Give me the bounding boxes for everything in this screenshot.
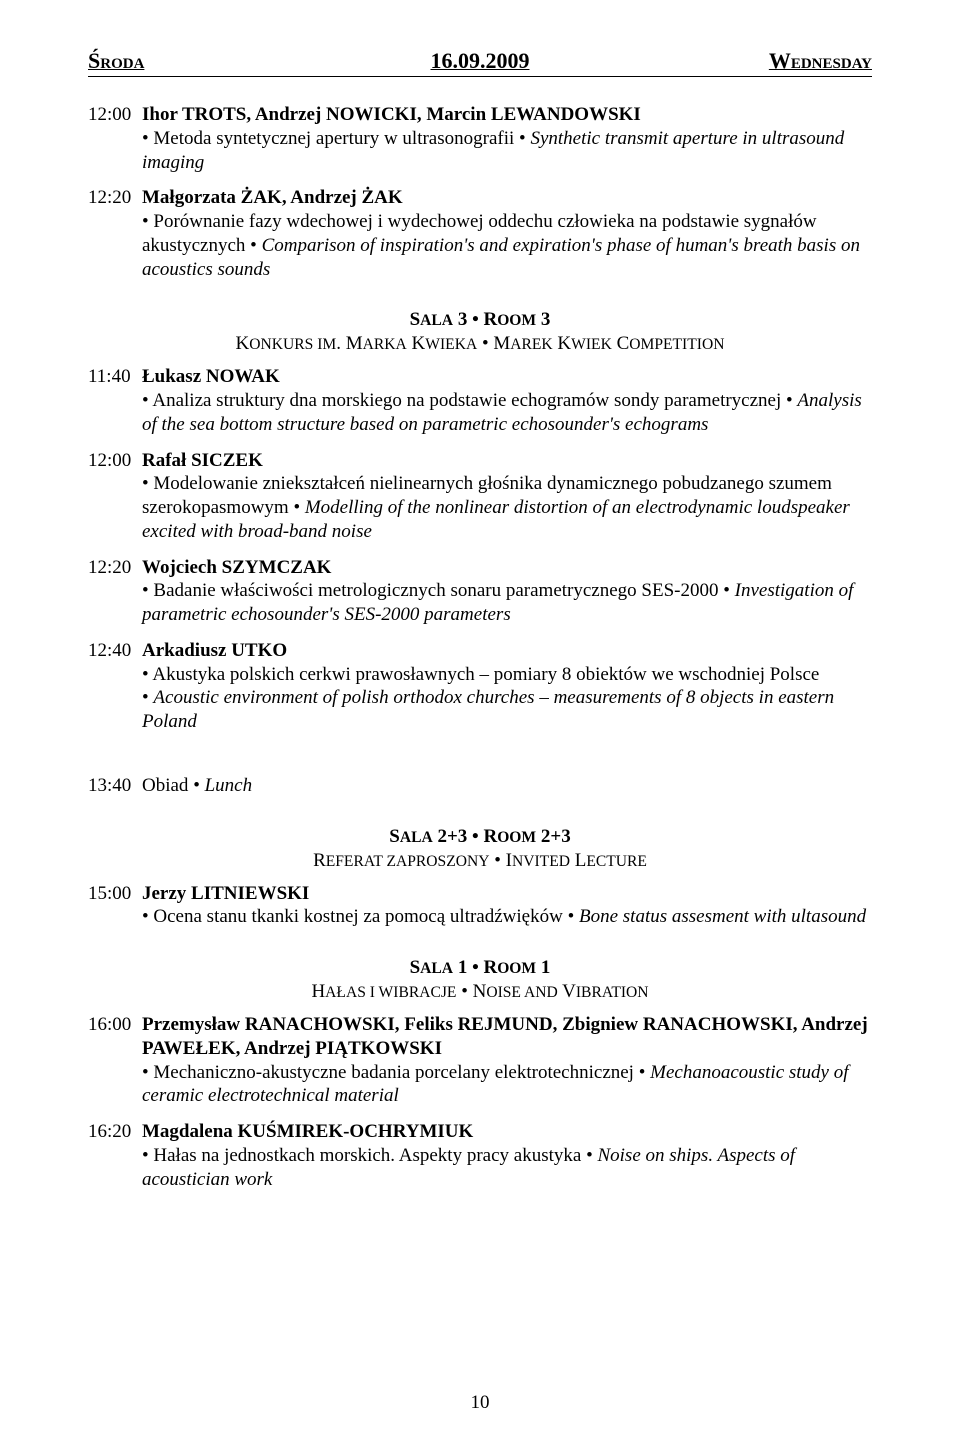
section-heading-room1: SALA 1 • ROOM 1 HAŁAS I WIBRACJE • NOISE… xyxy=(88,957,872,1003)
page-header: Środa 16.09.2009 Wednesday xyxy=(88,48,872,77)
entry-title-pl: • Hałas na jednostkach morskich. Aspekty… xyxy=(142,1145,586,1166)
section-subtitle: REFERAT ZAPROSZONY • INVITED LECTURE xyxy=(88,850,872,872)
section-room-line: SALA 3 • ROOM 3 xyxy=(88,309,872,331)
page-number: 10 xyxy=(0,1392,960,1414)
entry-title-en: Bone status assesment with ultasound xyxy=(579,906,866,927)
section-room-line: SALA 1 • ROOM 1 xyxy=(88,957,872,979)
section-text: SALA 1 • ROOM 1 xyxy=(410,957,551,978)
header-right: Wednesday xyxy=(611,48,872,74)
entry-title-pl: • Metoda syntetycznej apertury w ultraso… xyxy=(142,128,519,149)
entry-time: 11:40 xyxy=(88,365,142,436)
schedule-entry: 12:40 Arkadiusz UTKO • Akustyka polskich… xyxy=(88,639,872,734)
lunch-label-pl: Obiad xyxy=(142,775,193,796)
bullet-sep: • xyxy=(786,390,797,411)
entry-authors: Wojciech SZYMCZAK xyxy=(142,557,331,578)
entry-body: Jerzy LITNIEWSKI • Ocena stanu tkanki ko… xyxy=(142,882,872,930)
bullet-sep: • xyxy=(193,775,204,796)
bullet-sep: • xyxy=(723,580,734,601)
bullet-sep: • xyxy=(568,906,579,927)
entry-body: Obiad • Lunch xyxy=(142,774,872,798)
entry-title-pl2: • xyxy=(142,687,153,708)
bullet-sep: • xyxy=(586,1145,597,1166)
schedule-entry: 12:00 Ihor TROTS, Andrzej NOWICKI, Marci… xyxy=(88,103,872,174)
schedule-entry: 16:00 Przemysław RANACHOWSKI, Feliks REJ… xyxy=(88,1013,872,1108)
section-text: SALA 3 • ROOM 3 xyxy=(410,309,551,330)
page: Środa 16.09.2009 Wednesday 12:00 Ihor TR… xyxy=(0,0,960,1438)
bullet-sep: • xyxy=(293,497,304,518)
entry-title-pl: • Mechaniczno-akustyczne badania porcela… xyxy=(142,1062,639,1083)
schedule-entry: 12:00 Rafał SICZEK • Modelowanie znieksz… xyxy=(88,449,872,544)
schedule-entry: 11:40 Łukasz NOWAK • Analiza struktury d… xyxy=(88,365,872,436)
entry-title-pl: • Akustyka polskich cerkwi prawosławnych… xyxy=(142,664,819,685)
bullet-sep: • xyxy=(519,128,530,149)
entry-time: 12:00 xyxy=(88,103,142,174)
schedule-entry: 12:20 Wojciech SZYMCZAK • Badanie właści… xyxy=(88,556,872,627)
header-left: Środa xyxy=(88,48,349,74)
schedule-entry: 12:20 Małgorzata ŻAK, Andrzej ŻAK • Poró… xyxy=(88,186,872,281)
entry-body: Magdalena KUŚMIREK-OCHRYMIUK • Hałas na … xyxy=(142,1120,872,1191)
entry-authors: Jerzy LITNIEWSKI xyxy=(142,883,309,904)
schedule-entry: 16:20 Magdalena KUŚMIREK-OCHRYMIUK • Hał… xyxy=(88,1120,872,1191)
entry-title-pl: • Analiza struktury dna morskiego na pod… xyxy=(142,390,786,411)
entry-time: 15:00 xyxy=(88,882,142,930)
entry-time: 16:00 xyxy=(88,1013,142,1108)
entry-time: 16:20 xyxy=(88,1120,142,1191)
entry-body: Łukasz NOWAK • Analiza struktury dna mor… xyxy=(142,365,872,436)
entry-authors: Łukasz NOWAK xyxy=(142,366,280,387)
entry-body: Wojciech SZYMCZAK • Badanie właściwości … xyxy=(142,556,872,627)
entry-authors: Małgorzata ŻAK, Andrzej ŻAK xyxy=(142,187,403,208)
section-subtitle: KONKURS IM. MARKA KWIEKA • MAREK KWIEK C… xyxy=(88,333,872,355)
spacer xyxy=(88,746,872,774)
section-subtitle: HAŁAS I WIBRACJE • NOISE AND VIBRATION xyxy=(88,981,872,1003)
entry-authors: Magdalena KUŚMIREK-OCHRYMIUK xyxy=(142,1121,473,1142)
entry-title-en: Acoustic environment of polish orthodox … xyxy=(142,687,834,732)
entry-time: 13:40 xyxy=(88,774,142,798)
schedule-entry-lunch: 13:40 Obiad • Lunch xyxy=(88,774,872,798)
section-text: SALA 2+3 • ROOM 2+3 xyxy=(389,826,570,847)
entry-title-pl: • Badanie właściwości metrologicznych so… xyxy=(142,580,723,601)
entry-body: Rafał SICZEK • Modelowanie zniekształceń… xyxy=(142,449,872,544)
section-sub-text: REFERAT ZAPROSZONY • INVITED LECTURE xyxy=(313,850,647,871)
entry-time: 12:20 xyxy=(88,186,142,281)
entry-authors: Przemysław RANACHOWSKI, Feliks REJMUND, … xyxy=(142,1014,868,1059)
entry-time: 12:40 xyxy=(88,639,142,734)
entry-time: 12:00 xyxy=(88,449,142,544)
bullet-sep: • xyxy=(250,235,261,256)
schedule-entry: 15:00 Jerzy LITNIEWSKI • Ocena stanu tka… xyxy=(88,882,872,930)
entry-authors: Ihor TROTS, Andrzej NOWICKI, Marcin LEWA… xyxy=(142,104,641,125)
entry-title-pl: • Ocena stanu tkanki kostnej za pomocą u… xyxy=(142,906,568,927)
entry-body: Małgorzata ŻAK, Andrzej ŻAK • Porównanie… xyxy=(142,186,872,281)
header-date: 16.09.2009 xyxy=(349,48,610,74)
section-sub-text: HAŁAS I WIBRACJE • NOISE AND VIBRATION xyxy=(311,981,648,1002)
entry-body: Przemysław RANACHOWSKI, Feliks REJMUND, … xyxy=(142,1013,872,1108)
bullet-sep: • xyxy=(639,1062,650,1083)
entry-authors: Arkadiusz UTKO xyxy=(142,640,287,661)
lunch-label-en: Lunch xyxy=(205,775,253,796)
section-room-line: SALA 2+3 • ROOM 2+3 xyxy=(88,826,872,848)
section-heading-room23: SALA 2+3 • ROOM 2+3 REFERAT ZAPROSZONY •… xyxy=(88,826,872,872)
section-sub-text: KONKURS IM. MARKA KWIEKA • MAREK KWIEK C… xyxy=(236,333,725,354)
entry-body: Arkadiusz UTKO • Akustyka polskich cerkw… xyxy=(142,639,872,734)
entry-time: 12:20 xyxy=(88,556,142,627)
entry-authors: Rafał SICZEK xyxy=(142,450,263,471)
section-heading-room3: SALA 3 • ROOM 3 KONKURS IM. MARKA KWIEKA… xyxy=(88,309,872,355)
entry-body: Ihor TROTS, Andrzej NOWICKI, Marcin LEWA… xyxy=(142,103,872,174)
